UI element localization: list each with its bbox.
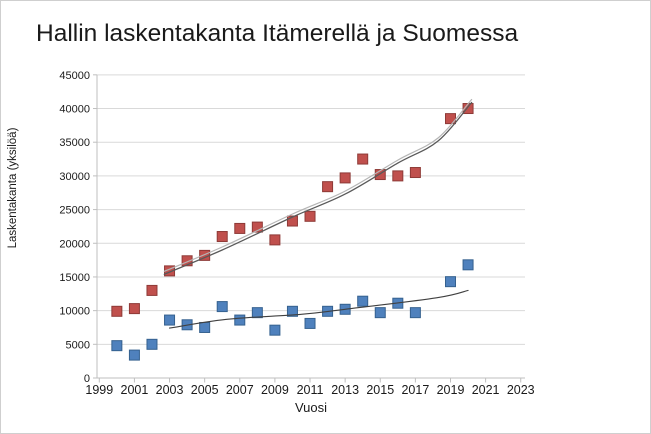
x-tick-label: 2019 xyxy=(437,383,465,397)
data-point-red-squares xyxy=(181,255,193,267)
data-point-blue-squares xyxy=(251,307,263,319)
data-point-blue-squares xyxy=(216,301,228,313)
x-tick-label: 2023 xyxy=(507,383,535,397)
data-point-red-squares xyxy=(128,303,140,315)
data-point-blue-squares xyxy=(199,321,211,333)
x-tick-label: 2011 xyxy=(297,383,324,397)
data-point-red-squares xyxy=(111,305,123,317)
data-point-blue-squares xyxy=(357,295,369,307)
x-tick-label: 2017 xyxy=(401,383,429,397)
x-tick-label: 2013 xyxy=(331,383,359,397)
data-point-red-squares xyxy=(304,210,316,222)
data-point-red-squares xyxy=(146,284,158,296)
data-point-red-squares xyxy=(339,172,351,184)
y-tick-label: 45000 xyxy=(59,70,90,82)
data-point-blue-squares xyxy=(234,314,246,326)
data-point-blue-squares xyxy=(269,324,281,336)
y-tick-label: 20000 xyxy=(59,238,90,250)
data-point-red-squares xyxy=(409,167,421,179)
data-point-red-squares xyxy=(322,181,334,193)
data-point-blue-squares xyxy=(146,338,158,350)
data-point-red-squares xyxy=(234,222,246,234)
x-tick-label: 2001 xyxy=(121,383,149,397)
y-tick-label: 5000 xyxy=(66,339,90,351)
blue-trend xyxy=(168,289,469,329)
red-trend xyxy=(163,101,473,275)
data-point-blue-squares xyxy=(409,307,421,319)
y-axis-title: Laskentakanta (yksilöä) xyxy=(7,127,19,249)
y-tick-label: 15000 xyxy=(59,272,90,284)
data-point-red-squares xyxy=(392,170,404,182)
data-point-blue-squares xyxy=(286,305,298,317)
y-tick-label: 40000 xyxy=(59,104,90,116)
x-axis-title: Vuosi xyxy=(294,400,328,415)
y-tick-label: 35000 xyxy=(59,137,90,149)
data-point-red-squares xyxy=(269,234,281,246)
y-tick-label: 10000 xyxy=(59,306,90,318)
x-tick-label: 2021 xyxy=(472,383,500,397)
x-tick-label: 2009 xyxy=(261,383,289,397)
data-point-blue-squares xyxy=(304,317,316,329)
chart-title: Hallin laskentakanta Itämerellä ja Suome… xyxy=(36,20,519,47)
x-tick-label: 1999 xyxy=(85,383,113,397)
data-point-red-squares xyxy=(251,221,263,233)
x-tick-label: 2007 xyxy=(226,383,254,397)
x-tick-label: 2015 xyxy=(366,383,394,397)
y-tick-label: 30000 xyxy=(59,171,90,183)
data-point-blue-squares xyxy=(462,259,474,271)
y-tick-label: 25000 xyxy=(59,205,90,217)
data-point-blue-squares xyxy=(445,276,456,288)
data-point-blue-squares xyxy=(164,314,176,326)
red-trend-shadow xyxy=(163,98,473,272)
data-point-blue-squares xyxy=(374,307,386,319)
data-point-blue-squares xyxy=(111,340,123,352)
data-point-red-squares xyxy=(216,231,228,243)
data-point-red-squares xyxy=(286,215,298,227)
data-point-red-squares xyxy=(357,153,369,165)
x-tick-label: 2005 xyxy=(191,383,219,397)
y-tick-label: 0 xyxy=(84,373,90,385)
data-point-blue-squares xyxy=(128,349,140,361)
data-point-red-squares xyxy=(374,169,386,181)
x-tick-label: 2003 xyxy=(156,383,184,397)
